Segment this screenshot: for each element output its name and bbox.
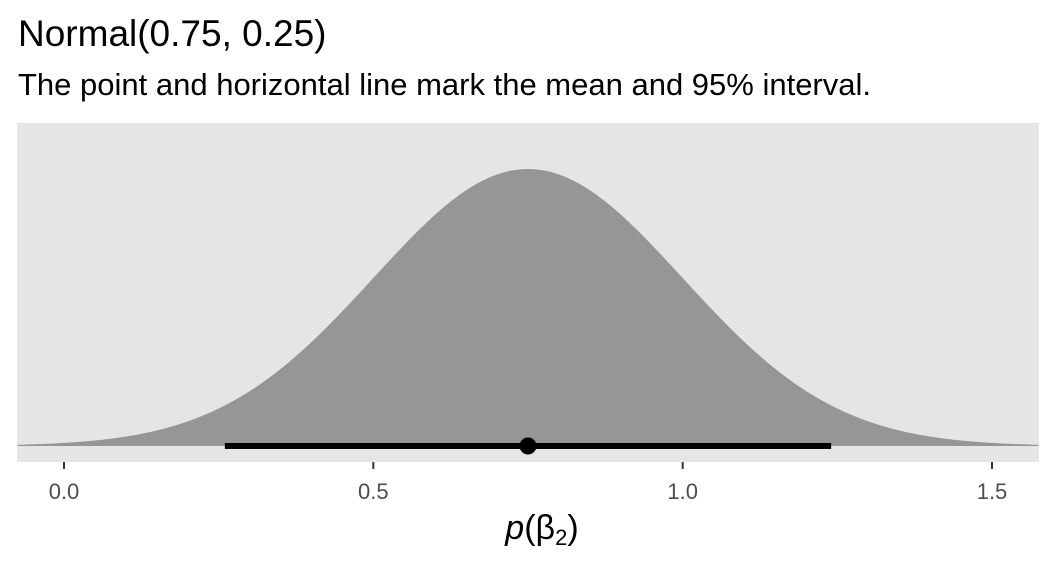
chart-title: Normal(0.75, 0.25): [18, 13, 327, 54]
x-axis-label-beta: β: [535, 509, 556, 547]
x-tick-label: 0.5: [358, 479, 389, 504]
x-axis-label-close: ): [567, 509, 579, 547]
x-tick-label: 0.0: [49, 479, 80, 504]
x-tick-label: 1.5: [977, 479, 1008, 504]
x-axis: 0.0 0.5 1.0 1.5: [49, 462, 1008, 504]
density-area: [17, 169, 1039, 446]
x-axis-label: p(β2): [0, 506, 1056, 550]
mean-point: [519, 437, 537, 455]
x-tick-label: 1.0: [667, 479, 698, 504]
x-axis-label-sub: 2: [555, 525, 568, 550]
x-axis-label-open: (: [524, 509, 536, 547]
chart-subtitle: The point and horizontal line mark the m…: [18, 67, 871, 102]
x-axis-label-p: p: [505, 509, 525, 547]
